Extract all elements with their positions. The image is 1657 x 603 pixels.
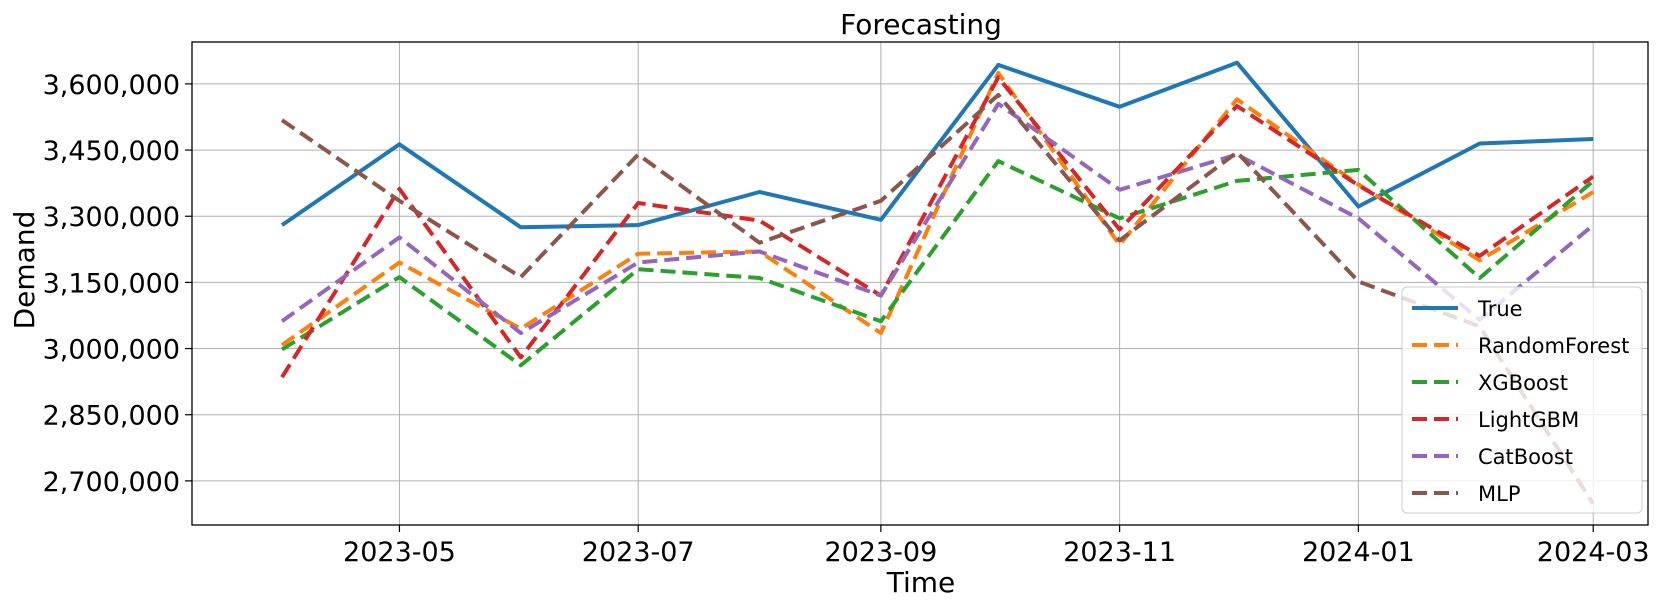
x-tick-label: 2024-01 bbox=[1302, 537, 1415, 568]
y-tick-label: 2,850,000 bbox=[43, 401, 180, 432]
series-line-xgboost bbox=[280, 159, 1595, 368]
legend-label: MLP bbox=[1478, 482, 1520, 506]
x-tick-label: 2023-11 bbox=[1063, 537, 1176, 568]
legend-label: CatBoost bbox=[1478, 445, 1573, 469]
legend-label: True bbox=[1477, 297, 1523, 321]
y-tick-label: 3,600,000 bbox=[43, 70, 180, 101]
chart-title: Forecasting bbox=[840, 8, 1002, 41]
y-tick-label: 2,700,000 bbox=[43, 467, 180, 498]
legend-label: XGBoost bbox=[1478, 371, 1568, 395]
series-line-catboost bbox=[280, 101, 1595, 336]
ticks: 2,700,000 2,850,000 3,000,000 3,150,000 3,30… bbox=[43, 70, 1650, 568]
y-tick-label: 3,300,000 bbox=[43, 202, 180, 233]
x-tick-label: 2023-09 bbox=[824, 537, 937, 568]
y-tick-label: 3,000,000 bbox=[43, 335, 180, 366]
x-tick-label: 2024-03 bbox=[1537, 537, 1650, 568]
series-line-lightgbm bbox=[280, 75, 1595, 379]
legend: True RandomForest XGBoost LightGBM CatBoost M… bbox=[1401, 286, 1643, 514]
x-axis-title: Time bbox=[886, 566, 956, 599]
y-tick-label: 3,450,000 bbox=[43, 136, 180, 167]
x-tick-label: 2023-07 bbox=[582, 537, 695, 568]
series-line-randomforest bbox=[280, 70, 1595, 347]
y-tick-label: 3,150,000 bbox=[43, 268, 180, 299]
legend-label: RandomForest bbox=[1478, 334, 1629, 358]
series-layer bbox=[280, 60, 1595, 505]
plot-frame bbox=[191, 41, 1649, 526]
x-tick-label: 2023-05 bbox=[343, 537, 456, 568]
y-axis-title: Demand bbox=[8, 211, 41, 330]
grid bbox=[192, 42, 1648, 525]
legend-label: LightGBM bbox=[1478, 408, 1579, 432]
legend-box bbox=[1401, 286, 1643, 514]
